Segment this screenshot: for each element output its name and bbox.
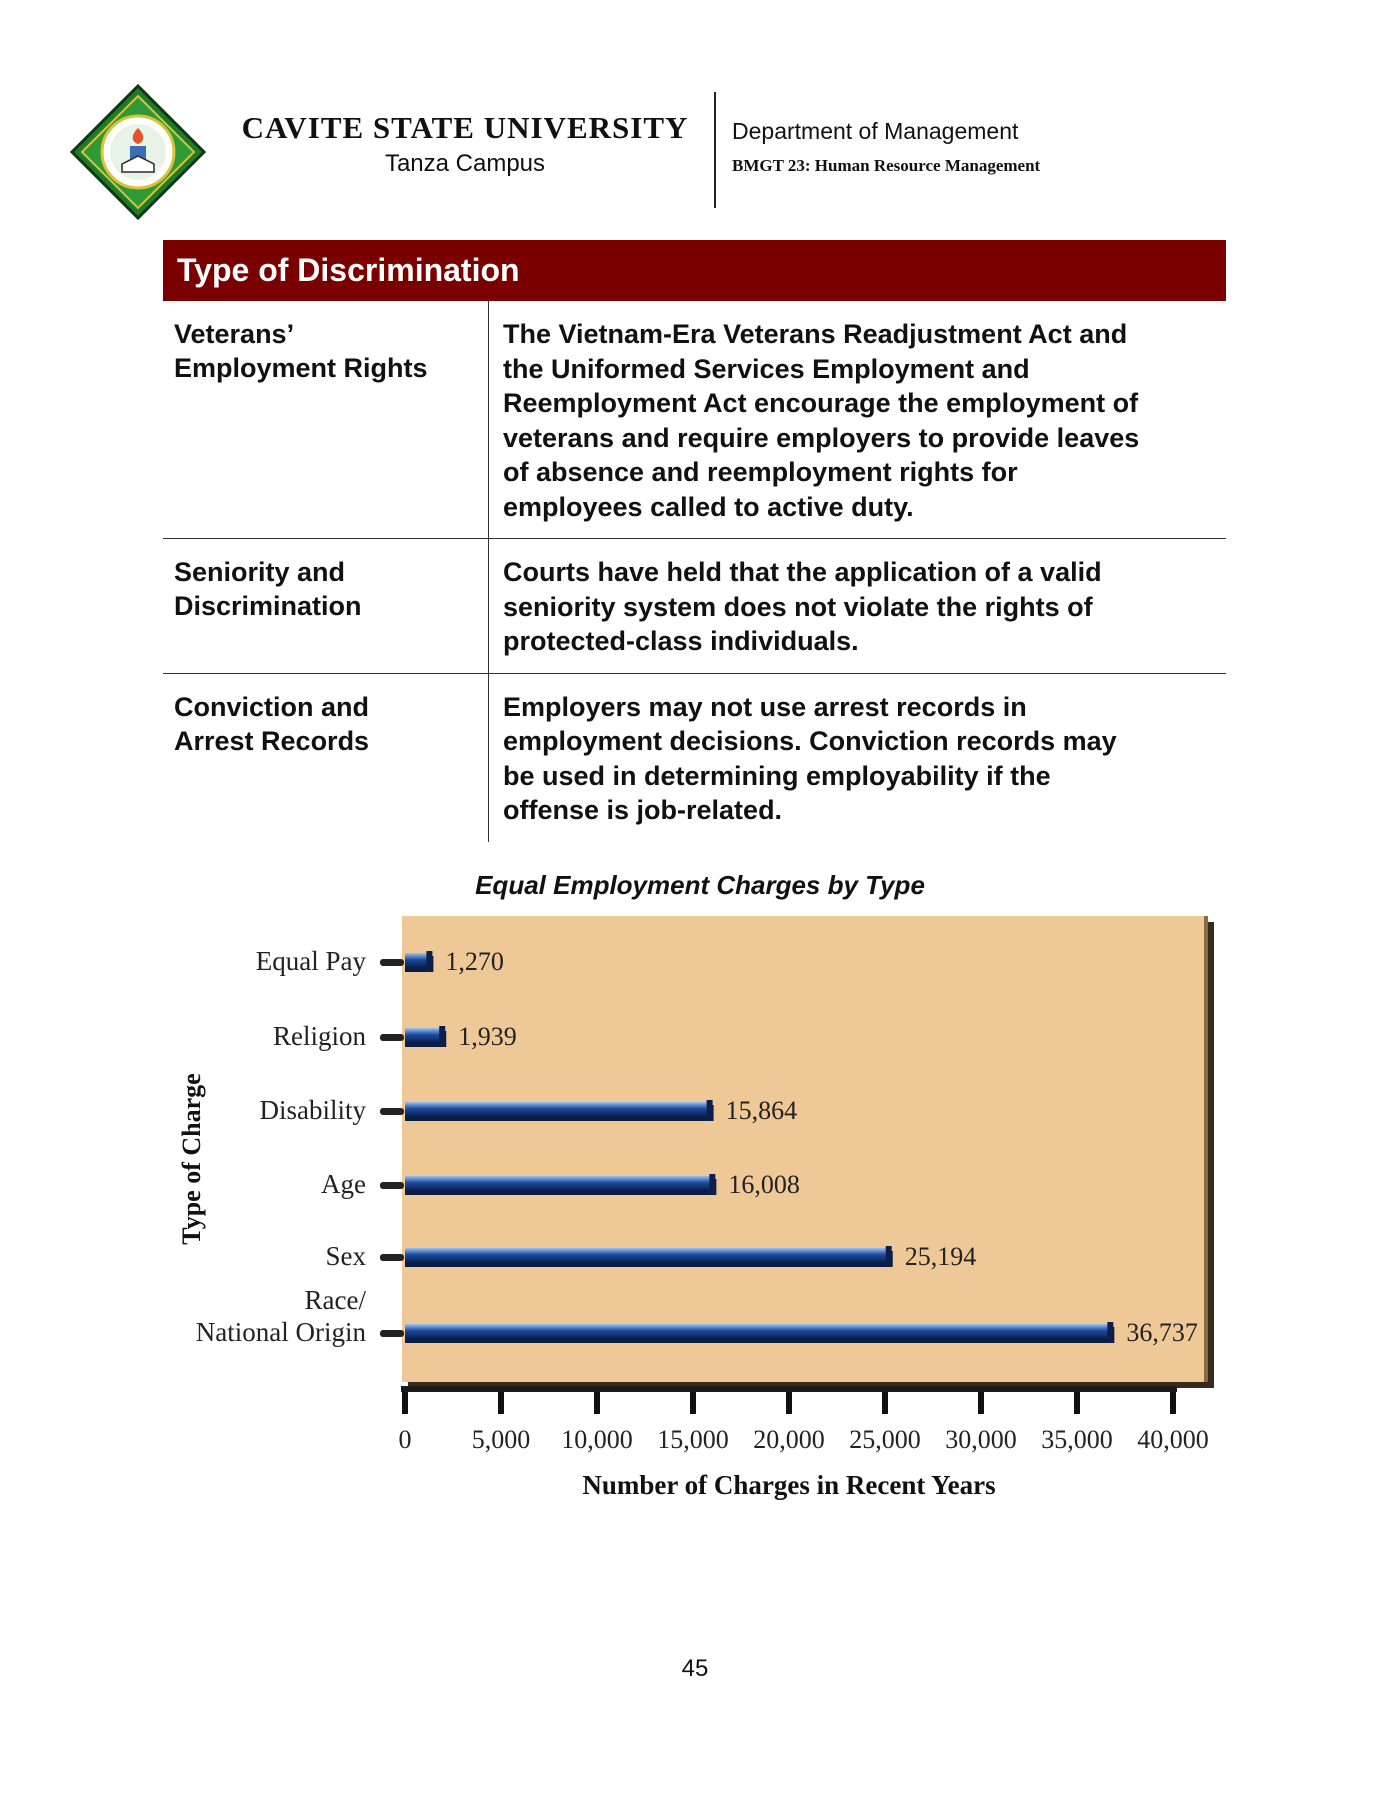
category-tick <box>380 1254 404 1261</box>
table-row: Seniority and Discrimination Courts have… <box>163 539 1226 674</box>
x-axis-tick <box>690 1388 696 1414</box>
term-line: Veterans’ <box>174 319 295 349</box>
description-line: employment decisions. Conviction records… <box>503 726 1117 756</box>
data-label: 15,864 <box>726 1096 798 1125</box>
y-axis-label: Type of Charge <box>177 1073 206 1244</box>
term-cell: Seniority and Discrimination <box>163 539 489 673</box>
category-label: Sex <box>326 1241 367 1271</box>
category-label: Race/ <box>305 1285 367 1315</box>
data-label: 1,939 <box>458 1022 516 1051</box>
course-name: BMGT 23: Human Resource Management <box>732 156 1041 175</box>
term-line: Conviction and <box>174 691 369 722</box>
x-tick-label: 30,000 <box>945 1425 1017 1454</box>
category-tick <box>380 1182 404 1189</box>
category-label: Disability <box>260 1095 367 1125</box>
description-line: seniority system does not violate the ri… <box>503 591 1093 622</box>
description-line: veterans and require employers to provid… <box>503 422 1140 453</box>
term-line: Employment Rights <box>174 353 428 383</box>
x-axis-tick <box>1074 1388 1080 1414</box>
bar <box>405 1248 889 1263</box>
x-tick-label: 35,000 <box>1041 1425 1113 1454</box>
bar <box>405 1102 710 1117</box>
category-tick <box>380 959 404 966</box>
description-cell: Courts have held that the application of… <box>489 539 1226 673</box>
x-axis-tick <box>882 1388 888 1414</box>
header-divider <box>714 92 716 208</box>
bar <box>405 953 430 968</box>
chart-title: Equal Employment Charges by Type <box>475 870 925 900</box>
x-axis-tick <box>786 1388 792 1414</box>
category-label: Religion <box>273 1021 366 1051</box>
term-line: Arrest Records <box>174 725 370 756</box>
plot-background <box>402 916 1208 1382</box>
description-line: Reemployment Act encourage the employmen… <box>503 388 1139 418</box>
table-row: Veterans’ Employment Rights The Vietnam-… <box>163 301 1226 539</box>
data-label: 25,194 <box>905 1242 977 1271</box>
description-line: of absence and reemployment rights for <box>503 457 1018 487</box>
university-name: CAVITE STATE UNIVERSITY <box>241 110 689 145</box>
x-tick-label: 10,000 <box>561 1425 633 1454</box>
x-tick-label: 40,000 <box>1137 1425 1209 1454</box>
table-row: Conviction and Arrest Records Employers … <box>163 673 1226 842</box>
x-tick-label: 5,000 <box>472 1425 531 1454</box>
category-tick <box>380 1330 404 1337</box>
category-label: Age <box>321 1169 366 1199</box>
bar-end-cap <box>706 1100 713 1121</box>
page-number: 45 <box>681 1655 709 1682</box>
bar <box>405 1176 713 1191</box>
discrimination-table: Type of Discrimination Veterans’ Employm… <box>163 240 1226 842</box>
department-name: Department of Management <box>732 118 1019 144</box>
description-cell: The Vietnam-Era Veterans Readjustment Ac… <box>489 301 1226 538</box>
x-axis-label: Number of Charges in Recent Years <box>582 1470 995 1500</box>
bar <box>405 1028 443 1043</box>
plot-right-edge <box>1204 916 1208 1382</box>
x-tick-label: 20,000 <box>753 1425 825 1454</box>
bar-end-cap <box>709 1174 716 1195</box>
data-label: 16,008 <box>728 1170 800 1199</box>
x-axis-tick <box>978 1388 984 1414</box>
bar-end-cap <box>1107 1322 1114 1343</box>
x-tick-label: 0 <box>399 1425 412 1454</box>
x-axis-tick <box>594 1388 600 1414</box>
bar-end-cap <box>426 951 433 972</box>
description-line: The Vietnam-Era Veterans Readjustment Ac… <box>503 319 1128 349</box>
campus-name: Tanza Campus <box>384 150 546 177</box>
bar <box>405 1324 1111 1339</box>
x-tick-label: 15,000 <box>657 1425 729 1454</box>
university-seal-logo <box>70 84 206 220</box>
description-line: Employers may not use arrest records in <box>503 691 1027 722</box>
data-label: 1,270 <box>445 947 504 976</box>
term-cell: Conviction and Arrest Records <box>163 673 489 842</box>
x-axis-tick <box>402 1388 408 1414</box>
description-cell: Employers may not use arrest records in … <box>489 674 1226 842</box>
description-line: Courts have held that the application of… <box>503 557 1102 587</box>
x-axis-tick <box>1170 1388 1176 1414</box>
charges-bar-chart: Type of Charge 1,270 Equal Pay 1,939 Religio… <box>177 916 1214 1500</box>
description-line: offense is job-related. <box>503 795 783 825</box>
university-block: CAVITE STATE UNIVERSITY Tanza Campus <box>230 110 700 178</box>
term-cell: Veterans’ Employment Rights <box>163 301 489 538</box>
description-line: protected-class individuals. <box>503 626 859 656</box>
description-line: be used in determining employability if … <box>503 760 1051 791</box>
category-label: Equal Pay <box>256 946 367 976</box>
x-axis-tick <box>498 1388 504 1414</box>
bar-end-cap <box>439 1026 446 1047</box>
category-tick <box>380 1108 404 1115</box>
category-tick <box>380 1034 404 1041</box>
description-line: employees called to active duty. <box>503 491 914 522</box>
x-axis-base <box>401 1386 1177 1392</box>
description-line: the Uniformed Services Employment and <box>503 353 1030 384</box>
term-line: Seniority and <box>174 557 346 587</box>
data-label: 36,737 <box>1126 1318 1198 1347</box>
table-header: Type of Discrimination <box>163 240 1226 301</box>
term-line: Discrimination <box>174 591 362 621</box>
x-tick-label: 25,000 <box>849 1425 921 1454</box>
bar-end-cap <box>885 1246 892 1267</box>
category-label: National Origin <box>196 1317 367 1347</box>
